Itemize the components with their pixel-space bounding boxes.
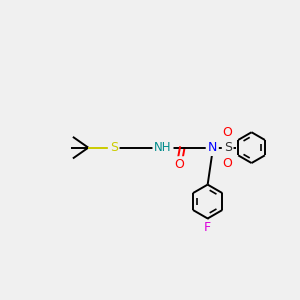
Text: S: S	[224, 141, 232, 154]
Text: O: O	[174, 158, 184, 171]
Text: F: F	[204, 221, 211, 234]
Text: O: O	[223, 126, 232, 139]
Text: NH: NH	[154, 141, 172, 154]
Text: N: N	[208, 141, 217, 154]
Text: O: O	[223, 157, 232, 169]
Text: S: S	[110, 141, 118, 154]
